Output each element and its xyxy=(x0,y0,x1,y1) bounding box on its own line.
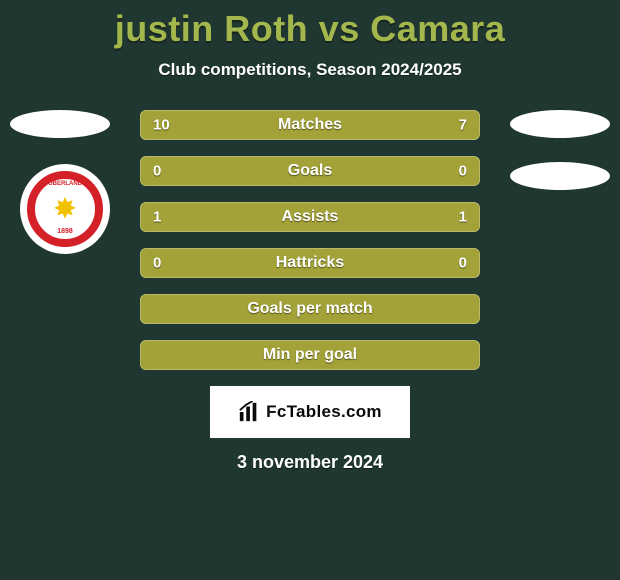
stat-bar: Goals per match xyxy=(140,294,480,324)
player-left-placeholder xyxy=(10,110,110,138)
comparison-title: justin Roth vs Camara xyxy=(0,0,620,50)
stat-label: Goals per match xyxy=(247,300,372,318)
stat-bar: Min per goal xyxy=(140,340,480,370)
brand-box: FcTables.com xyxy=(210,386,410,438)
club-badge-top-text: BERNER OBERLAND xyxy=(35,175,95,187)
club-badge: BERNER OBERLAND ✸ 1898 xyxy=(20,164,110,254)
stat-bar: 0 Goals 0 xyxy=(140,156,480,186)
comparison-subtitle: Club competitions, Season 2024/2025 xyxy=(0,60,620,80)
stat-value-right: 7 xyxy=(459,117,467,134)
stat-label: Matches xyxy=(278,116,342,134)
stat-bars: 10 Matches 7 0 Goals 0 1 Assists 1 0 Hat… xyxy=(140,110,480,370)
stat-label: Assists xyxy=(282,208,339,226)
player-right-placeholder-1 xyxy=(510,110,610,138)
club-badge-est: 1898 xyxy=(35,228,95,235)
brand-bars-icon xyxy=(238,401,260,423)
footer-date: 3 november 2024 xyxy=(0,452,620,473)
stat-value-left: 10 xyxy=(153,117,170,134)
stat-value-right: 0 xyxy=(459,255,467,272)
stat-value-left: 1 xyxy=(153,209,161,226)
stat-bar: 10 Matches 7 xyxy=(140,110,480,140)
brand-text: FcTables.com xyxy=(266,402,382,422)
club-badge-star-icon: ✸ xyxy=(53,195,76,223)
stat-bar: 1 Assists 1 xyxy=(140,202,480,232)
comparison-content: BERNER OBERLAND ✸ 1898 10 Matches 7 0 Go… xyxy=(0,110,620,473)
stat-label: Hattricks xyxy=(276,254,344,272)
stat-value-right: 0 xyxy=(459,163,467,180)
club-badge-ring: BERNER OBERLAND ✸ 1898 xyxy=(27,171,103,247)
stat-value-right: 1 xyxy=(459,209,467,226)
stat-value-left: 0 xyxy=(153,163,161,180)
stat-label: Goals xyxy=(288,162,332,180)
stat-value-left: 0 xyxy=(153,255,161,272)
player-right-placeholder-2 xyxy=(510,162,610,190)
stat-bar: 0 Hattricks 0 xyxy=(140,248,480,278)
stat-label: Min per goal xyxy=(263,346,357,364)
